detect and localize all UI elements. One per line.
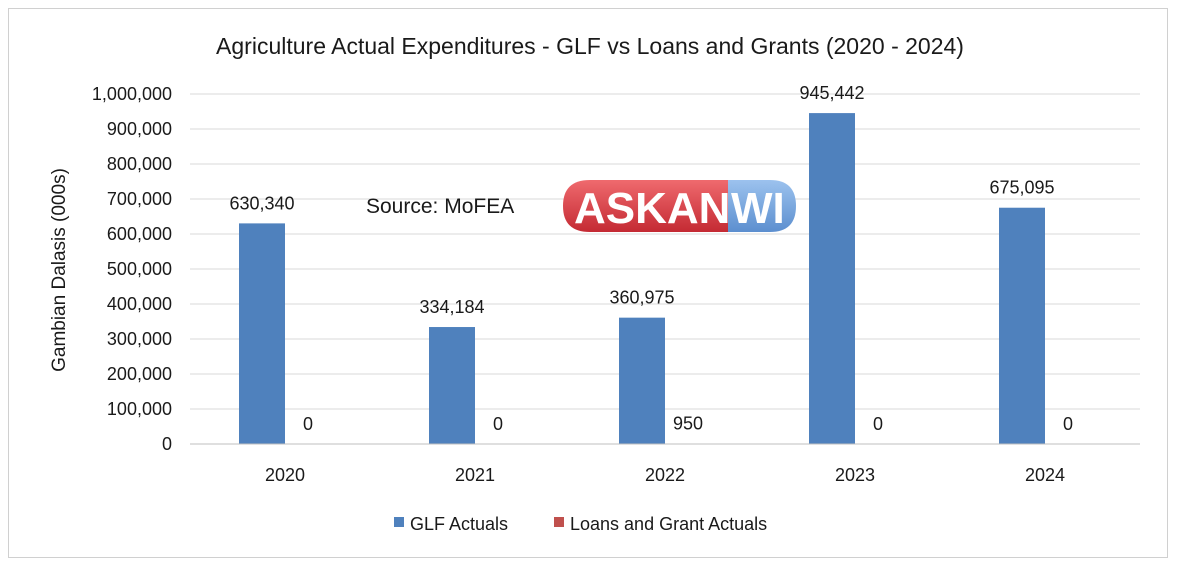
data-label-glf-2020: 630,340	[229, 193, 294, 213]
source-annotation: Source: MoFEA	[366, 195, 514, 218]
y-axis-label: Gambian Dalasis (000s)	[49, 168, 70, 372]
chart-frame	[8, 8, 1168, 558]
data-label-glf-2024: 675,095	[989, 178, 1054, 198]
y-tick-label: 400,000	[107, 294, 172, 314]
x-tick-label: 2023	[835, 465, 875, 485]
bar-glf-2021	[429, 327, 475, 444]
x-tick-label: 2022	[645, 465, 685, 485]
logo-text-wi: WI	[731, 184, 785, 233]
data-label-glf-2021: 334,184	[419, 297, 484, 317]
data-label-loans-2023: 0	[873, 414, 883, 434]
data-label-loans-2022: 950	[673, 414, 703, 434]
legend-swatch-loans	[554, 517, 564, 527]
bar-glf-2022	[619, 317, 665, 444]
legend-label-loans: Loans and Grant Actuals	[570, 514, 767, 534]
y-tick-label: 100,000	[107, 399, 172, 419]
y-tick-label: 1,000,000	[92, 84, 172, 104]
data-label-loans-2024: 0	[1063, 414, 1073, 434]
bar-glf-2023	[809, 113, 855, 444]
y-tick-label: 500,000	[107, 259, 172, 279]
chart-title: Agriculture Actual Expenditures - GLF vs…	[216, 33, 964, 59]
bars: 630,340 0 334,184 0 360,975 950 945,442 0 675,09…	[229, 83, 1073, 444]
bar-glf-2020	[239, 223, 285, 444]
y-tick-label: 0	[162, 434, 172, 454]
logo-text-askan: ASKAN	[574, 184, 730, 233]
y-tick-label: 200,000	[107, 364, 172, 384]
data-label-glf-2023: 945,442	[799, 83, 864, 103]
data-label-loans-2020: 0	[303, 414, 313, 434]
y-tick-label: 700,000	[107, 189, 172, 209]
legend: GLF Actuals Loans and Grant Actuals	[394, 514, 767, 534]
gridlines	[190, 93, 1140, 410]
askanwi-logo: ASKAN WI	[563, 180, 796, 233]
data-label-loans-2021: 0	[493, 414, 503, 434]
x-tick-label: 2021	[455, 465, 495, 485]
y-tick-label: 300,000	[107, 329, 172, 349]
data-label-glf-2022: 360,975	[609, 288, 674, 308]
y-tick-label: 900,000	[107, 119, 172, 139]
legend-swatch-glf	[394, 517, 404, 527]
legend-label-glf: GLF Actuals	[410, 514, 508, 534]
x-axis-ticks: 2020 2021 2022 2023 2024	[265, 465, 1065, 485]
y-axis-ticks: 0 100,000 200,000 300,000 400,000 500,000 600,…	[92, 84, 172, 454]
x-tick-label: 2020	[265, 465, 305, 485]
y-tick-label: 600,000	[107, 224, 172, 244]
x-tick-label: 2024	[1025, 465, 1065, 485]
bar-glf-2024	[999, 207, 1045, 444]
y-tick-label: 800,000	[107, 154, 172, 174]
